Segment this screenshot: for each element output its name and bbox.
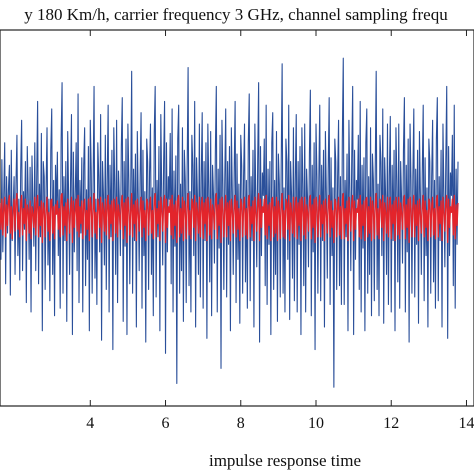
plot-area: 4 6 8 10 12 14: [0, 29, 474, 432]
x-tick-label: 8: [237, 415, 245, 432]
x-tick-label: 4: [86, 415, 94, 432]
chart-title: y 180 Km/h, carrier frequency 3 GHz, cha…: [24, 5, 448, 24]
x-axis-label: impulse response time: [209, 451, 361, 470]
x-tick-label: 10: [308, 415, 324, 432]
x-tick-label: 6: [162, 415, 170, 432]
x-axis-ticks: 4 6 8 10 12 14: [86, 30, 474, 432]
series-layer: [0, 57, 459, 388]
plot-frame: [0, 29, 474, 407]
series-line-2: [0, 192, 459, 244]
x-tick-label: 12: [383, 415, 399, 432]
series-line-1: [0, 57, 459, 388]
x-tick-label: 14: [458, 415, 474, 432]
